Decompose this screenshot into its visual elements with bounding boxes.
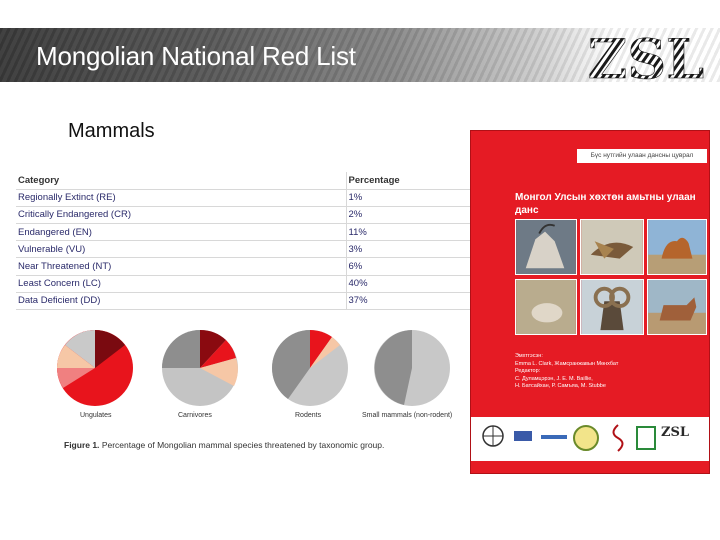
percentage-cell: 40% — [345, 275, 471, 293]
category-cell: Regionally Extinct (RE) — [16, 189, 346, 207]
category-cell: Vulnerable (VU) — [16, 240, 346, 259]
editors-label: Редактор: — [515, 368, 541, 375]
photo-hedgehog — [515, 279, 577, 335]
percentage-cell: 11% — [345, 223, 471, 242]
photo-wild-ass — [647, 279, 707, 335]
table-row: Endangered (EN) 11% — [16, 223, 471, 242]
book-series-label: Бүс нутгийн улаан дансны цуврал — [577, 149, 707, 163]
group-label: Rodents — [295, 412, 322, 419]
table-row: Least Concern (LC) 40% — [16, 275, 471, 293]
partner-logo-mnf — [636, 426, 656, 450]
percentage-cell: 1% — [345, 189, 471, 207]
editors-names-line1: С. Дуламцэрэн, J. E. M. Baillie, — [515, 375, 593, 382]
table-row: Data Deficient (DD) 37% — [16, 292, 471, 311]
category-cell: Near Threatened (NT) — [16, 257, 346, 276]
compilers-names: Emma L. Clark, Жамсранжавын Мөнхбат — [515, 360, 619, 367]
threat-pie-charts: Ungulates Carnivores Rodents Small mamma… — [57, 329, 452, 419]
column-header-percentage: Percentage — [345, 172, 471, 190]
compilers-label: Эмхтгэсэн: — [515, 353, 543, 359]
group-label: Ungulates — [80, 412, 112, 419]
photo-ibex — [515, 219, 577, 275]
photo-bird — [580, 219, 644, 275]
table-row: Critically Endangered (CR) 2% — [16, 206, 471, 225]
slide-title: Mongolian National Red List — [36, 41, 356, 71]
book-credits: Эмхтгэсэн: Emma L. Clark, Жамсранжавын М… — [515, 353, 705, 391]
partner-logo-text — [541, 435, 567, 439]
editors-names-line2: Н. Батсайхан, Р. Самъяа, М. Stubbe — [515, 383, 606, 390]
pie-small-mammals — [374, 330, 450, 406]
table-row: Regionally Extinct (RE) 1% — [16, 189, 471, 207]
section-subtitle: Mammals — [68, 120, 155, 142]
table-row: Vulnerable (VU) 3% — [16, 240, 471, 259]
red-list-table: Category Percentage Regionally Extinct (… — [16, 172, 471, 311]
table-row: Near Threatened (NT) 6% — [16, 257, 471, 276]
category-cell: Least Concern (LC) — [16, 275, 346, 293]
partner-logo-strip: ZSL — [471, 417, 709, 461]
header-bar — [0, 28, 720, 82]
group-label: Carnivores — [178, 412, 212, 419]
percentage-cell: 3% — [345, 240, 471, 259]
partner-logo-snake — [612, 424, 624, 452]
figure-caption-text: Percentage of Mongolian mammal species t… — [101, 440, 385, 450]
photo-argali — [580, 279, 644, 335]
zsl-logo: ZSL — [588, 28, 705, 84]
red-list-book-cover: Бүс нутгийн улаан дансны цуврал Монгол У… — [470, 130, 710, 474]
figure-caption-label: Figure 1. — [64, 440, 100, 450]
group-label: Small mammals (non-rodent) — [362, 412, 452, 419]
percentage-cell: 37% — [345, 292, 471, 311]
pie-rodents — [272, 330, 348, 406]
figure-caption: Figure 1. Percentage of Mongolian mammal… — [64, 440, 384, 450]
book-title: Монгол Улсын хөхтөн амьтны улаан данс — [515, 192, 696, 216]
partner-logo-blue — [514, 431, 532, 441]
photo-camel — [647, 219, 707, 275]
world-bank-logo — [482, 425, 504, 447]
category-cell: Endangered (EN) — [16, 223, 346, 242]
zsl-small-logo: ZSL — [661, 425, 690, 440]
svg-text:ZSL: ZSL — [588, 28, 704, 84]
pie-carnivores — [162, 329, 238, 406]
partner-logo-seal — [573, 425, 599, 451]
category-cell: Critically Endangered (CR) — [16, 206, 346, 225]
table-header-row: Category Percentage — [16, 172, 471, 190]
column-header-category: Category — [16, 172, 346, 190]
category-cell: Data Deficient (DD) — [16, 292, 346, 311]
percentage-cell: 6% — [345, 257, 471, 276]
percentage-cell: 2% — [345, 206, 471, 225]
pie-ungulates — [57, 330, 133, 406]
